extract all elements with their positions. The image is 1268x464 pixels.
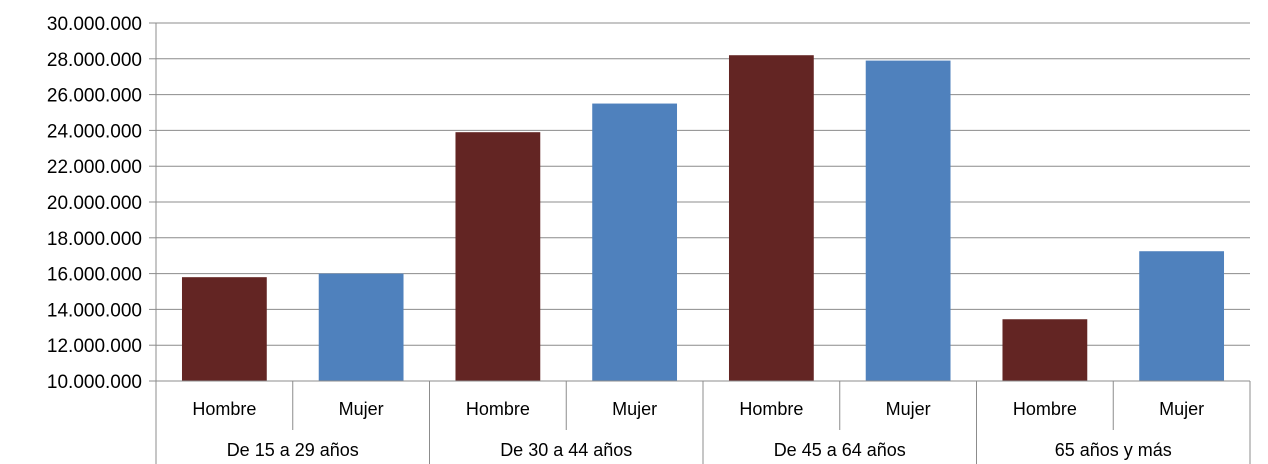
y-tick-label: 26.000.000: [47, 86, 142, 107]
subcategory-label: Hombre: [1013, 399, 1077, 419]
bar-mujer: [318, 273, 404, 381]
group-label: 65 años y más: [1055, 440, 1172, 460]
axes: [149, 22, 1251, 464]
y-tick-label: 10.000.000: [47, 372, 142, 393]
group-label: De 15 a 29 años: [227, 440, 359, 460]
bar-hombre: [181, 277, 267, 381]
bar-mujer: [592, 103, 678, 382]
y-tick-label: 14.000.000: [47, 300, 142, 321]
group-label: De 45 a 64 años: [774, 440, 906, 460]
y-tick-label: 22.000.000: [47, 157, 142, 178]
subcategory-label: Hombre: [192, 399, 256, 419]
bars: [181, 55, 1225, 382]
subcategory-label: Mujer: [339, 399, 384, 419]
y-tick-label: 28.000.000: [47, 50, 142, 71]
y-tick-label: 12.000.000: [47, 336, 142, 357]
subcategory-label: Hombre: [739, 399, 803, 419]
subcategory-label: Mujer: [612, 399, 657, 419]
subcategory-label: Hombre: [466, 399, 530, 419]
y-tick-label: 18.000.000: [47, 229, 142, 250]
y-tick-label: 24.000.000: [47, 121, 142, 142]
bar-mujer: [865, 60, 951, 382]
bar-hombre: [1002, 319, 1088, 381]
group-label: De 30 a 44 años: [500, 440, 632, 460]
bar-hombre: [728, 55, 814, 381]
y-tick-label: 20.000.000: [47, 193, 142, 214]
category-labels: Hombre Mujer Hombre Mujer Hombre Mujer Hombre M…: [192, 399, 1204, 460]
subcategory-label: Mujer: [886, 399, 931, 419]
y-tick-label: 16.000.000: [47, 265, 142, 286]
bar-hombre: [455, 132, 541, 381]
bar-mujer: [1139, 251, 1225, 381]
subcategory-label: Mujer: [1159, 399, 1204, 419]
y-tick-label: 30.000.000: [47, 14, 142, 35]
y-axis-tick-labels: 10.000.000 12.000.000 14.000.000 16.000.000…: [47, 14, 142, 393]
